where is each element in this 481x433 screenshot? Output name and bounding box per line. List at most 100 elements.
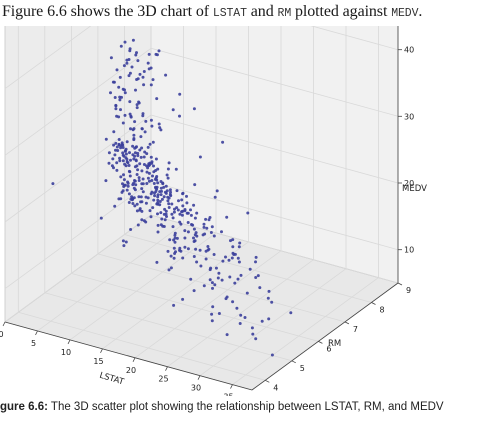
data-point xyxy=(220,230,223,234)
data-point xyxy=(134,53,138,57)
data-point xyxy=(172,246,176,250)
data-point xyxy=(158,126,162,130)
data-point xyxy=(185,194,188,198)
data-point xyxy=(127,201,131,204)
gridline-x-floor xyxy=(167,259,314,368)
gridline-x-floor xyxy=(69,232,217,341)
data-point xyxy=(128,151,131,155)
data-point xyxy=(214,266,218,270)
data-point xyxy=(147,179,151,183)
data-point xyxy=(128,100,132,104)
data-point xyxy=(115,161,119,165)
data-point xyxy=(237,245,241,249)
data-point xyxy=(181,204,185,208)
data-point xyxy=(144,201,148,205)
data-point xyxy=(172,238,176,242)
data-point xyxy=(254,337,258,341)
data-point xyxy=(146,61,150,65)
data-point xyxy=(159,211,163,215)
data-point xyxy=(166,249,170,253)
data-point xyxy=(123,91,127,95)
x-tick-label: 0 xyxy=(0,330,4,339)
data-point xyxy=(180,198,184,202)
data-point xyxy=(136,151,140,155)
data-point xyxy=(147,52,151,56)
data-point xyxy=(153,191,156,195)
data-point xyxy=(178,246,182,250)
data-point xyxy=(99,216,103,220)
data-point xyxy=(143,150,147,154)
data-point xyxy=(225,295,229,299)
gridline-y-floor xyxy=(97,253,346,323)
data-point xyxy=(154,186,158,190)
gridline-y-floor xyxy=(124,234,372,303)
data-point xyxy=(217,271,221,275)
data-point xyxy=(148,161,152,165)
data-point xyxy=(165,173,169,177)
data-point xyxy=(199,264,203,268)
y-tick-label: 8 xyxy=(380,306,385,315)
data-point xyxy=(149,155,153,159)
data-point xyxy=(132,137,136,140)
x-tick-label: 20 xyxy=(126,366,136,375)
z-axis-label: MEDV xyxy=(402,184,427,194)
y-tick-mark xyxy=(397,282,403,286)
intro-code-lstat: LSTAT xyxy=(212,7,247,20)
figure-caption: gure 6.6: The 3D scatter plot showing th… xyxy=(0,401,481,421)
x-tick-mark xyxy=(2,321,6,327)
data-point xyxy=(135,173,139,176)
data-point xyxy=(204,257,208,261)
data-point xyxy=(192,203,196,207)
data-point xyxy=(139,195,143,199)
y-tick-mark xyxy=(318,341,323,344)
gridline-z-back xyxy=(150,114,399,184)
data-point xyxy=(213,195,217,199)
data-point xyxy=(121,239,125,243)
data-point xyxy=(142,219,146,223)
data-point xyxy=(154,157,158,161)
data-point xyxy=(135,202,139,206)
data-point xyxy=(155,175,159,178)
data-point xyxy=(115,145,119,149)
data-point xyxy=(145,152,149,156)
data-point xyxy=(155,202,159,206)
data-point xyxy=(113,204,117,208)
x-tick-label: 10 xyxy=(61,348,71,357)
data-point xyxy=(180,213,184,217)
data-point xyxy=(155,260,159,264)
y-tick-mark xyxy=(291,360,296,364)
data-point xyxy=(192,289,196,293)
data-point xyxy=(151,140,155,144)
data-point xyxy=(216,276,220,280)
data-point xyxy=(146,166,150,170)
gridline-x-floor xyxy=(102,241,249,350)
data-point xyxy=(173,240,177,244)
data-point xyxy=(212,234,216,238)
data-point xyxy=(239,273,243,277)
data-point xyxy=(236,256,240,260)
data-point xyxy=(174,167,178,171)
data-point xyxy=(175,236,179,240)
gridline-z-left xyxy=(4,47,152,156)
gridline-z-back xyxy=(150,47,399,117)
data-point xyxy=(231,300,235,304)
data-point xyxy=(146,196,150,200)
data-point xyxy=(133,151,137,155)
data-point xyxy=(123,88,126,92)
data-point xyxy=(138,148,142,152)
data-point xyxy=(208,216,212,219)
data-point xyxy=(172,210,176,214)
data-point xyxy=(118,98,122,102)
data-point xyxy=(186,247,190,251)
data-point xyxy=(135,106,139,110)
data-point xyxy=(171,216,175,220)
data-point xyxy=(181,256,185,260)
data-point xyxy=(154,52,158,56)
data-point xyxy=(159,223,163,227)
data-point xyxy=(210,225,214,229)
data-point xyxy=(51,182,55,186)
data-point xyxy=(138,162,142,166)
data-point xyxy=(167,268,171,272)
data-point xyxy=(136,223,140,227)
data-point xyxy=(125,140,129,144)
